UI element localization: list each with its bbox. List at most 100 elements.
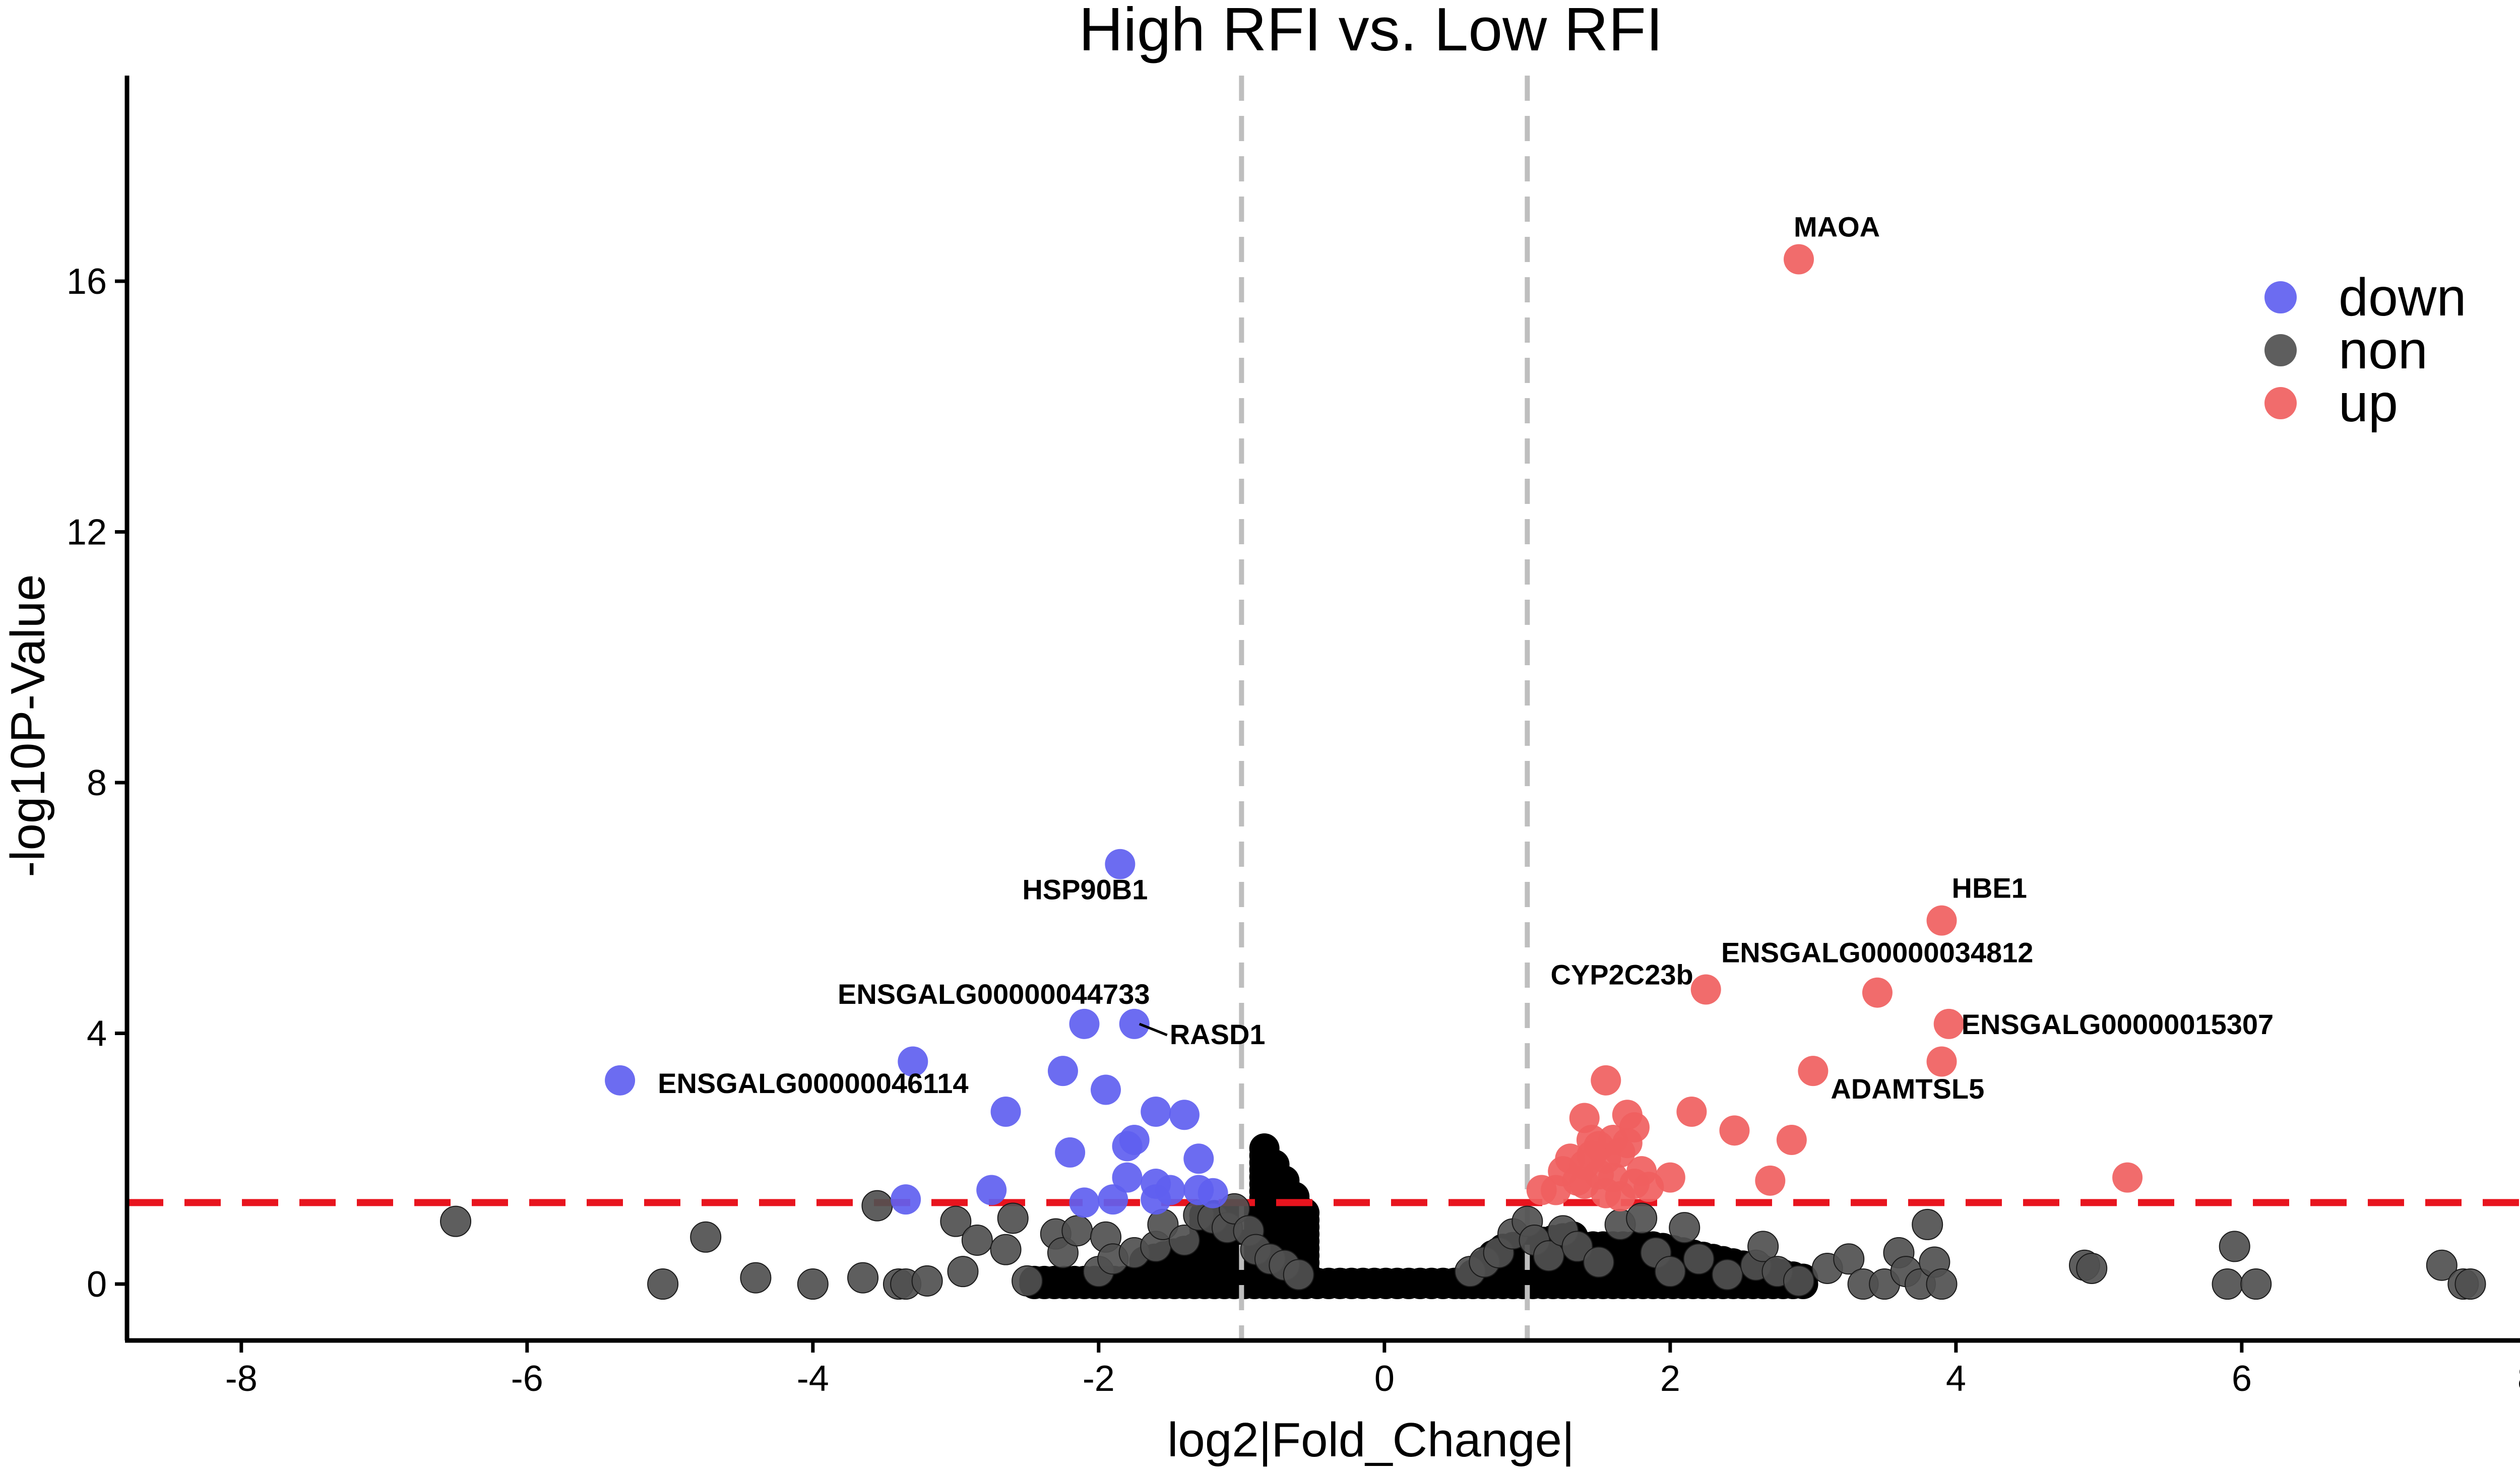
down-point bbox=[976, 1175, 1007, 1205]
non-point bbox=[740, 1262, 772, 1294]
down-point bbox=[1047, 1056, 1078, 1086]
label-leader bbox=[1139, 1022, 1168, 1037]
legend-non-swatch bbox=[2264, 334, 2297, 366]
non-point bbox=[647, 1268, 679, 1300]
x-tick-label: 2 bbox=[1660, 1359, 1680, 1399]
chart-title: High RFI vs. Low RFI bbox=[1079, 0, 1663, 63]
gene-label: ENSGALG00000044733 bbox=[838, 978, 1150, 1010]
y-tick-label: 4 bbox=[87, 1014, 107, 1054]
y-axis-title: -log10P-Value bbox=[1, 574, 55, 877]
x-tick-label: 4 bbox=[1946, 1359, 1966, 1399]
x-tick-label: -2 bbox=[1083, 1359, 1115, 1399]
down-point bbox=[898, 1046, 928, 1077]
down-point bbox=[1105, 849, 1136, 879]
down-point bbox=[1141, 1184, 1171, 1215]
axes: -8 -6 -4 -2 0 2 4 6 8 0 4 8 12 16 bbox=[67, 76, 2520, 1399]
gene-label: MAOA bbox=[1794, 211, 1880, 242]
non-point bbox=[1912, 1208, 1943, 1240]
down-point bbox=[1069, 1008, 1100, 1039]
non-point bbox=[1533, 1240, 1564, 1272]
non-point bbox=[1219, 1193, 1250, 1225]
down-point bbox=[605, 1065, 636, 1096]
non-point bbox=[947, 1256, 979, 1288]
y-tick-label: 12 bbox=[67, 513, 107, 553]
non-point bbox=[1561, 1231, 1593, 1262]
up-point bbox=[1633, 1172, 1664, 1202]
gene-label: HBE1 bbox=[1952, 872, 2027, 904]
up-point bbox=[1569, 1169, 1600, 1199]
down-point bbox=[1141, 1097, 1171, 1127]
non-point bbox=[1669, 1212, 1700, 1244]
down-point bbox=[1091, 1074, 1121, 1105]
up-point bbox=[1676, 1097, 1707, 1127]
non-point bbox=[2426, 1249, 2458, 1281]
non-point bbox=[1283, 1259, 1314, 1291]
non-point bbox=[1012, 1265, 1043, 1297]
non-point bbox=[1047, 1237, 1079, 1268]
up-point bbox=[1926, 905, 1957, 936]
legend-down-label: down bbox=[2339, 268, 2466, 327]
legend-up-label: up bbox=[2339, 373, 2398, 433]
down-point bbox=[1098, 1184, 1128, 1215]
gene-label: ENSGALG00000046114 bbox=[658, 1067, 968, 1099]
x-axis-title: log2|Fold_Change| bbox=[1167, 1413, 1574, 1467]
non-point bbox=[2219, 1231, 2250, 1262]
non-point bbox=[911, 1265, 943, 1297]
down-point bbox=[891, 1184, 921, 1215]
y-tick-label: 0 bbox=[87, 1264, 107, 1305]
non-point bbox=[1833, 1243, 1865, 1275]
x-tick-label: 8 bbox=[2517, 1359, 2520, 1399]
legend-up-swatch bbox=[2264, 387, 2297, 419]
non-point bbox=[1626, 1202, 1658, 1234]
y-tick-label: 16 bbox=[67, 262, 107, 302]
non-point bbox=[1712, 1259, 1743, 1291]
down-point bbox=[1183, 1143, 1214, 1174]
down-point bbox=[1198, 1178, 1228, 1208]
up-point bbox=[1926, 1046, 1957, 1077]
gene-label: CYP2C23b bbox=[1551, 958, 1693, 990]
non-point bbox=[1168, 1224, 1200, 1256]
x-tick-label: -4 bbox=[797, 1359, 829, 1399]
non-point bbox=[1747, 1231, 1779, 1262]
down-point bbox=[990, 1097, 1021, 1127]
down-point bbox=[1119, 1008, 1150, 1039]
non-point bbox=[2212, 1268, 2243, 1300]
down-point bbox=[1069, 1187, 1100, 1218]
non-point bbox=[2454, 1268, 2486, 1300]
non-point bbox=[690, 1221, 722, 1253]
up-point bbox=[1776, 1124, 1807, 1155]
up-point bbox=[2112, 1162, 2143, 1193]
up-point bbox=[1719, 1115, 1750, 1146]
non-point bbox=[997, 1202, 1029, 1234]
x-tick-label: 6 bbox=[2232, 1359, 2252, 1399]
non-point bbox=[961, 1224, 993, 1256]
up-point bbox=[1605, 1181, 1635, 1211]
non-point bbox=[1926, 1268, 1958, 1300]
gene-labels: MAOA HBE1 CYP2C23b ENSGALG00000034812 ENSGAL… bbox=[658, 211, 2274, 1105]
non-point bbox=[1061, 1215, 1093, 1247]
down-point bbox=[1169, 1100, 1200, 1130]
up-point bbox=[1612, 1128, 1643, 1159]
non-point bbox=[1683, 1243, 1715, 1275]
gene-label: ENSGALG00000015307 bbox=[1962, 1008, 2274, 1040]
non-point bbox=[440, 1205, 472, 1237]
gene-label: ENSGALG00000034812 bbox=[1721, 937, 2034, 969]
x-tick-label: 0 bbox=[1374, 1359, 1395, 1399]
up-point bbox=[1755, 1165, 1786, 1196]
up-point bbox=[1784, 244, 1814, 275]
down-point bbox=[1055, 1137, 1086, 1168]
y-tick-label: 8 bbox=[87, 763, 107, 803]
non-point bbox=[2076, 1252, 2108, 1284]
up-point bbox=[1690, 974, 1721, 1005]
x-tick-label: -6 bbox=[511, 1359, 543, 1399]
up-point bbox=[1591, 1065, 1621, 1096]
gene-label: ADAMTSL5 bbox=[1831, 1073, 1984, 1105]
non-point bbox=[861, 1190, 893, 1222]
gene-label: RASD1 bbox=[1170, 1018, 1266, 1050]
up-point bbox=[1526, 1175, 1557, 1205]
non-point bbox=[940, 1205, 972, 1237]
non-point bbox=[990, 1234, 1022, 1265]
non-point bbox=[847, 1262, 879, 1294]
